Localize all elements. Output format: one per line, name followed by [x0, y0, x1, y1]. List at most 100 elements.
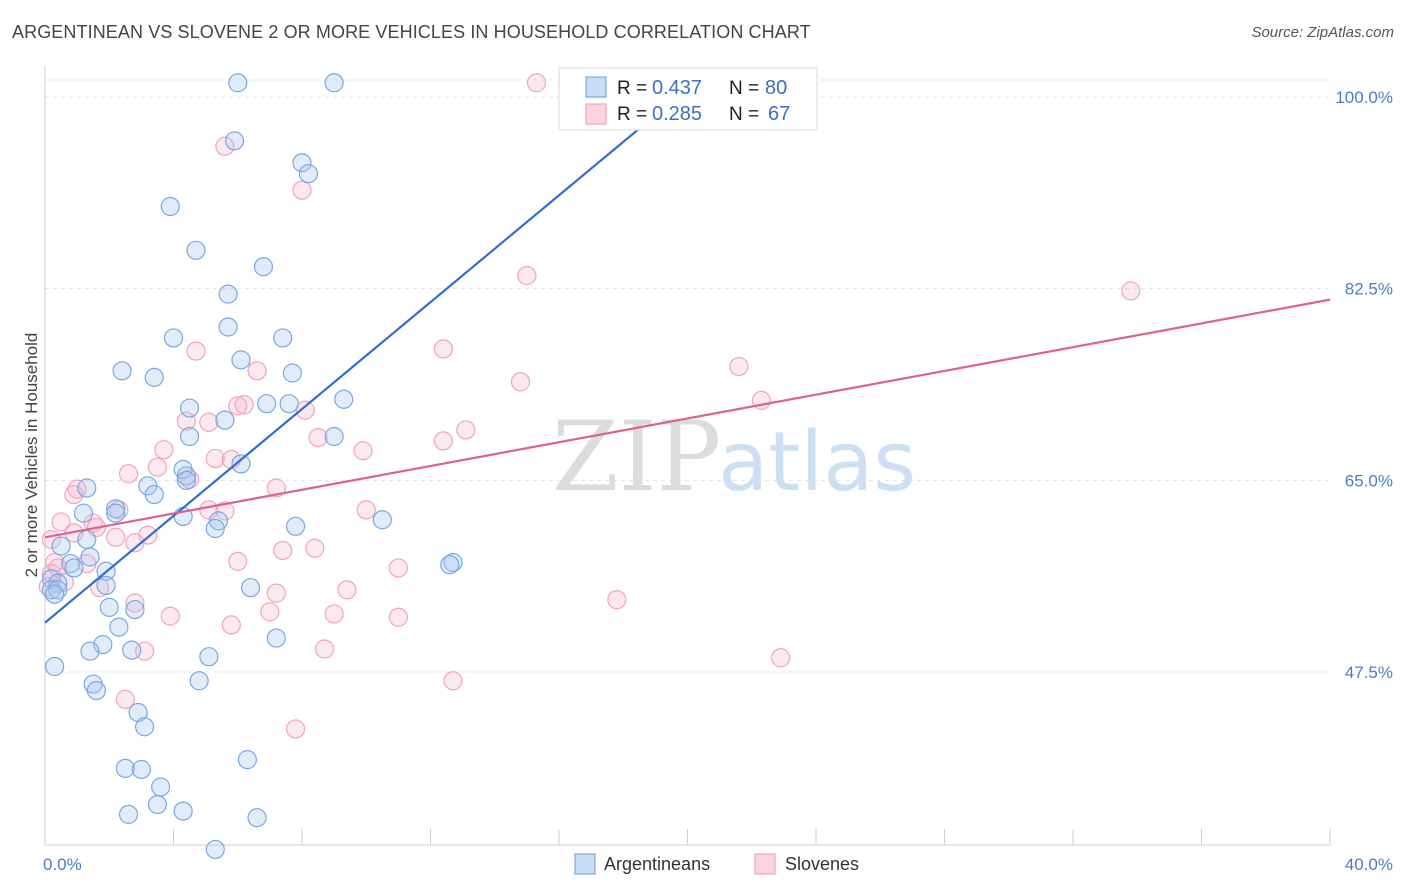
point-argentineans-68 — [115, 758, 135, 778]
point-argentineans-19 — [179, 398, 200, 418]
point-argentineans-67 — [237, 750, 257, 770]
point-slovenes-3 — [517, 265, 537, 286]
point-argentineans-33 — [208, 511, 229, 531]
point-slovenes-38 — [106, 527, 126, 547]
point-slovenes-62 — [443, 671, 463, 691]
point-argentineans-11 — [273, 328, 293, 348]
point-argentineans-16 — [334, 389, 354, 409]
bottom-legend-label-slovenes: Slovenes — [785, 854, 859, 874]
point-slovenes-0 — [526, 73, 547, 93]
point-slovenes-12 — [234, 395, 254, 415]
point-slovenes-33 — [51, 512, 71, 532]
point-argentineans-12 — [231, 350, 251, 370]
legend-n-label-2: N = — [729, 104, 759, 125]
point-argentineans-0 — [228, 73, 248, 93]
point-argentineans-50 — [443, 552, 463, 573]
legend-r-label-2: R = — [617, 104, 647, 125]
y-tick-label-2: 82.5% — [1345, 280, 1393, 299]
x-tick-label-1: 40.0% — [1345, 855, 1393, 874]
point-argentineans-49 — [96, 575, 116, 596]
point-slovenes-44 — [388, 558, 408, 578]
point-slovenes-2 — [292, 180, 312, 200]
y-tick-label-0: 47.5% — [1345, 663, 1393, 682]
chart-title: ARGENTINEAN VS SLOVENE 2 OR MORE VEHICLE… — [12, 22, 811, 42]
point-argentineans-39 — [51, 536, 71, 556]
point-slovenes-31 — [215, 501, 235, 521]
point-slovenes-19 — [353, 441, 373, 461]
point-slovenes-56 — [388, 607, 408, 627]
point-slovenes-1 — [215, 136, 235, 156]
bottom-legend-swatch-slovenes — [754, 853, 776, 875]
point-argentineans-55 — [109, 617, 129, 637]
point-argentineans-6 — [186, 240, 206, 260]
point-argentineans-75 — [205, 839, 225, 860]
point-argentineans-62 — [189, 671, 209, 691]
legend-swatch-slovenes — [585, 103, 607, 125]
point-slovenes-23 — [147, 457, 168, 477]
bottom-legend-label-argentineans: Argentineans — [604, 854, 710, 874]
point-argentineans-25 — [176, 466, 196, 486]
point-slovenes-54 — [260, 602, 280, 622]
point-argentineans-22 — [179, 426, 200, 447]
point-argentineans-13 — [112, 361, 132, 381]
point-slovenes-51 — [266, 583, 286, 603]
point-argentineans-17 — [257, 394, 277, 414]
point-argentineans-42 — [64, 558, 84, 578]
y-axis-label: 2 or more Vehicles in Household — [22, 333, 41, 578]
legend-n-value-2: 67 — [768, 103, 790, 125]
point-slovenes-5 — [186, 341, 206, 361]
point-slovenes-43 — [228, 551, 248, 571]
point-argentineans-74 — [247, 808, 267, 828]
point-argentineans-66 — [134, 717, 155, 737]
point-argentineans-7 — [253, 257, 274, 277]
point-argentineans-21 — [324, 426, 344, 447]
point-slovenes-53 — [125, 593, 145, 613]
point-argentineans-48 — [45, 584, 65, 604]
point-argentineans-8 — [218, 284, 238, 304]
legend-swatch-argentineans — [585, 76, 607, 98]
legend-r-value-1: 0.437 — [652, 77, 702, 99]
point-argentineans-65 — [128, 702, 148, 723]
point-slovenes-14 — [199, 412, 219, 432]
x-tick-label-0: 0.0% — [43, 855, 82, 874]
point-argentineans-73 — [118, 804, 139, 824]
axes — [44, 66, 1331, 846]
point-slovenes-8 — [510, 372, 531, 392]
point-slovenes-6 — [433, 339, 453, 359]
point-argentineans-54 — [125, 599, 145, 620]
point-argentineans-2 — [224, 131, 245, 151]
point-slovenes-61 — [771, 648, 791, 668]
point-argentineans-59 — [122, 640, 142, 660]
point-slovenes-16 — [456, 420, 476, 440]
point-slovenes-11 — [228, 396, 248, 416]
trend-line-argentineans — [44, 74, 705, 624]
point-slovenes-27 — [67, 479, 87, 499]
point-argentineans-61 — [45, 656, 65, 677]
point-argentineans-37 — [372, 510, 392, 530]
point-slovenes-7 — [247, 361, 267, 381]
point-argentineans-18 — [279, 394, 299, 414]
point-argentineans-51 — [440, 555, 460, 575]
y-tick-label-3: 100.0% — [1335, 88, 1393, 107]
point-slovenes-4 — [1121, 281, 1141, 301]
legend-r-label-1: R = — [617, 78, 647, 99]
point-argentineans-29 — [77, 478, 97, 498]
point-slovenes-39 — [125, 533, 145, 553]
point-slovenes-58 — [221, 615, 241, 635]
point-slovenes-63 — [115, 689, 135, 709]
point-argentineans-53 — [99, 597, 119, 617]
watermark: ZIP atlas — [552, 401, 916, 513]
point-slovenes-60 — [314, 639, 335, 659]
bottom-legend-swatch-argentineans — [574, 853, 596, 875]
point-argentineans-9 — [218, 317, 238, 337]
trend-lines — [44, 74, 1331, 624]
point-slovenes-55 — [324, 604, 344, 624]
point-slovenes-64 — [285, 719, 306, 739]
point-argentineans-31 — [106, 503, 126, 523]
point-slovenes-26 — [266, 478, 286, 498]
point-argentineans-26 — [176, 470, 196, 490]
legend-n-label-1: N = — [729, 78, 759, 99]
series-argentineans — [41, 73, 463, 860]
point-slovenes-42 — [305, 538, 325, 558]
